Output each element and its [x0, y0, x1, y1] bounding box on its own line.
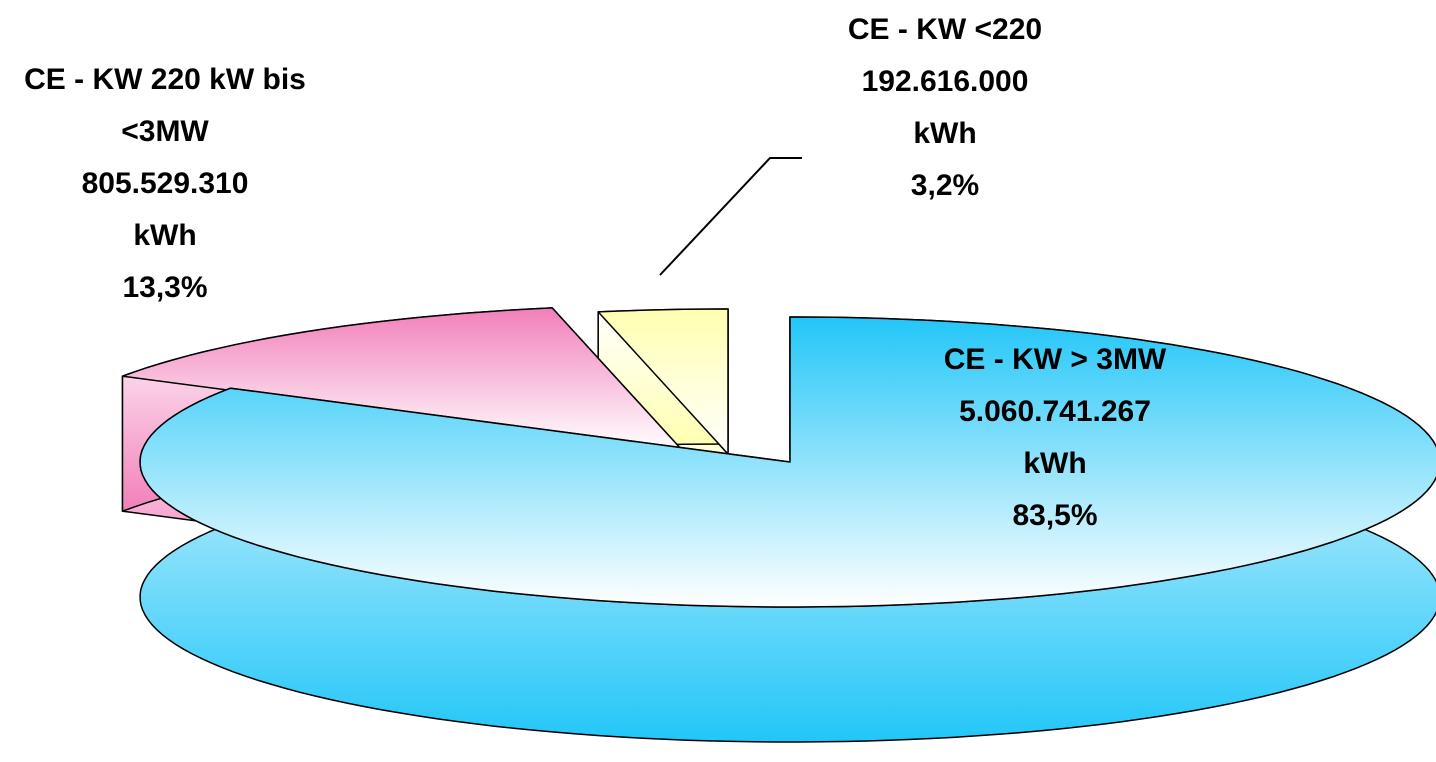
category: CE - KW 220 kW bis <3MW	[24, 63, 306, 148]
slice-top	[139, 316, 1436, 608]
slices	[121, 307, 1436, 743]
unit: kWh	[913, 117, 977, 150]
amount: 192.616.000	[861, 65, 1029, 98]
percent: 13,3%	[122, 271, 208, 304]
slice-top	[597, 308, 729, 455]
category: CE - KW > 3MW	[943, 343, 1167, 376]
amount: 5.060.741.267	[959, 395, 1151, 428]
slice-label: CE - KW <220 192.616.000 kWh 3,2%	[835, 4, 1055, 212]
unit: kWh	[133, 219, 197, 252]
percent: 83,5%	[1012, 499, 1098, 532]
slice	[139, 316, 1436, 743]
slice-top	[121, 307, 683, 451]
leader-line	[659, 157, 802, 276]
amount: 805.529.310	[81, 167, 249, 200]
slice-label: CE - KW 220 kW bis <3MW 805.529.310 kWh 13,…	[0, 54, 330, 314]
percent: 3,2%	[910, 169, 980, 202]
slice-label: CE - KW > 3MW 5.060.741.267 kWh 83,5%	[890, 334, 1220, 542]
unit: kWh	[1023, 447, 1087, 480]
category: CE - KW <220	[847, 13, 1043, 46]
